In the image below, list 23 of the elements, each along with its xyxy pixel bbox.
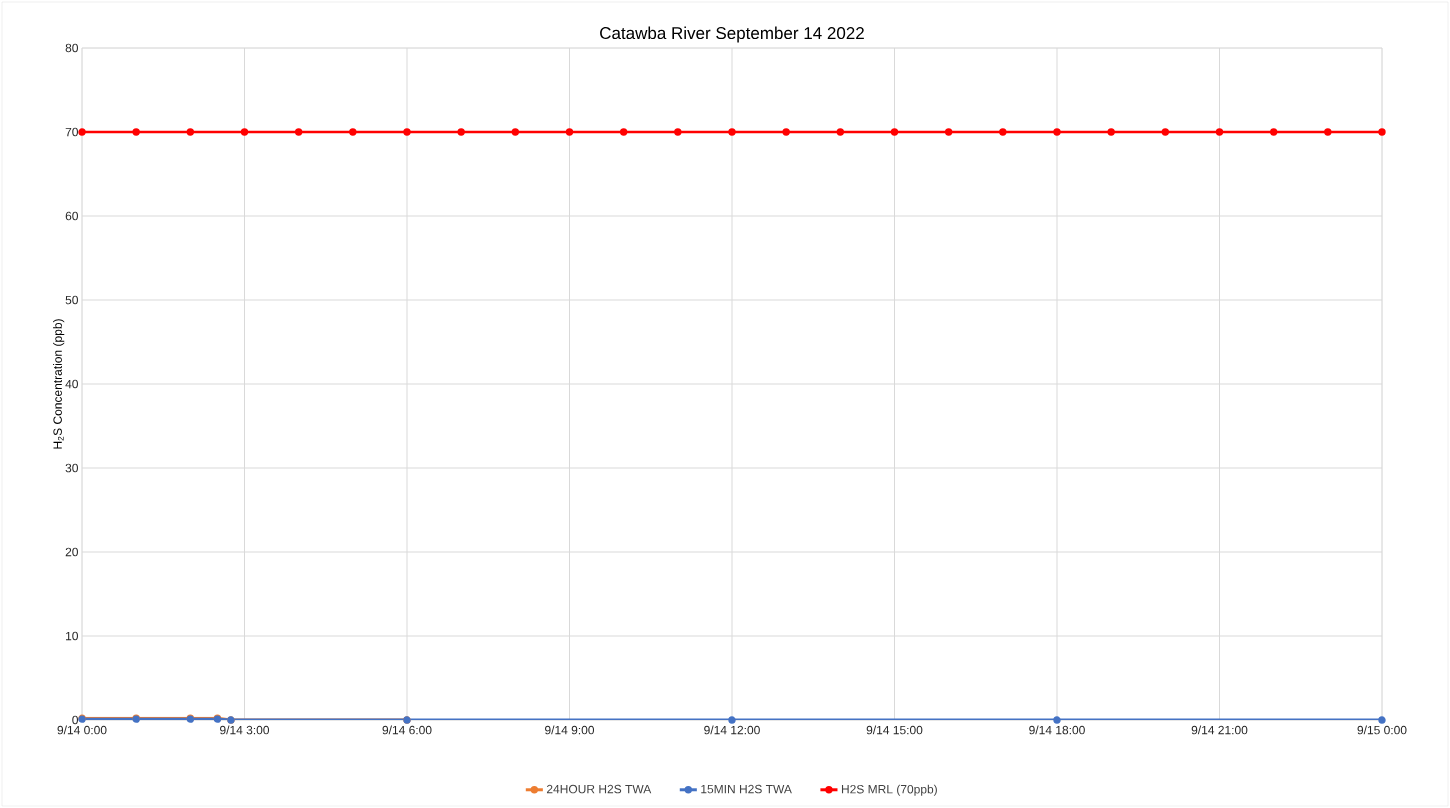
y-tick-label: 80 <box>65 43 78 53</box>
y-tick-label: 0 <box>72 715 78 725</box>
y-axis-title: H$_{2}$S Concentration (ppb) <box>53 319 65 449</box>
legend-label: 24HOUR H2S TWA <box>546 784 652 794</box>
legend-label: 15MIN H2S TWA <box>701 784 792 794</box>
y-tick-label: 20 <box>65 547 78 557</box>
y-tick-label: 40 <box>65 379 78 389</box>
x-tick-label: 9/14 0:00 <box>57 725 107 735</box>
x-tick-label: 9/15 0:00 <box>1357 725 1407 735</box>
y-tick-label: 30 <box>65 463 78 473</box>
chart-title: Catawba River September 14 2022 <box>600 26 864 43</box>
x-tick-label: 9/14 3:00 <box>220 725 270 735</box>
y-tick-label: 60 <box>65 211 78 221</box>
y-tick-label: 10 <box>66 631 78 641</box>
x-tick-label: 9/14 15:00 <box>866 725 923 735</box>
y-tick-label: 50 <box>65 295 78 305</box>
x-tick-label: 9/14 21:00 <box>1191 725 1248 735</box>
x-tick-label: 9/14 18:00 <box>1029 725 1085 735</box>
x-tick-label: 9/14 12:00 <box>704 725 760 735</box>
x-tick-label: 9/14 9:00 <box>545 725 595 735</box>
y-tick-label: 70 <box>65 127 78 137</box>
legend-label: H2S MRL (70ppb) <box>841 784 937 796</box>
x-tick-label: 9/14 6:00 <box>382 725 432 735</box>
